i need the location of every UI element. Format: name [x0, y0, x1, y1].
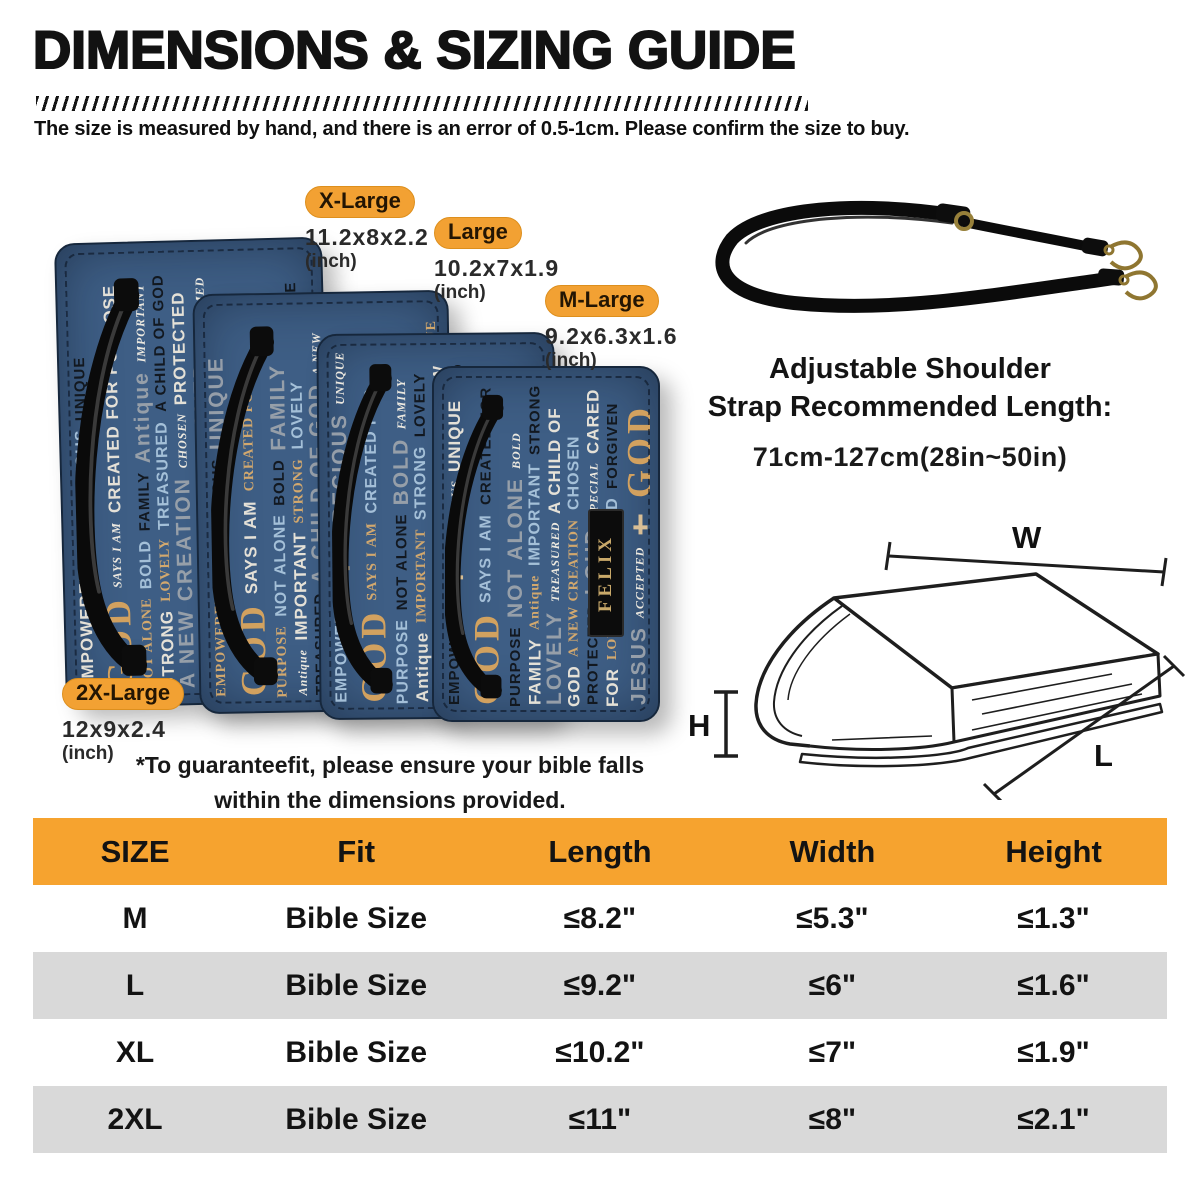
cover-art-word: A NEW CREATION [566, 518, 582, 657]
size-table-cell: XL [33, 1019, 238, 1086]
bible-cover-large: EMPOWERED ✝ PRECIOUS UNIQUE GOD SAYS I A… [316, 331, 558, 721]
size-unit: (inch) [305, 251, 357, 272]
size-dimensions: 11.2x8x2.2 [305, 224, 429, 250]
personalized-name-patch: FELIX [588, 508, 624, 637]
book-height-label: H [688, 708, 710, 743]
size-table-cell: ≤1.3" [940, 885, 1167, 952]
cover-art-word: CHOSEN [174, 413, 190, 469]
size-table-cell: ≤2.1" [940, 1086, 1167, 1153]
cover-art-word: JESUS [627, 626, 650, 705]
strap-heading-line2: Strap Recommended Length: [707, 391, 1113, 424]
size-table-row-xl: XL Bible Size ≤10.2" ≤7" ≤1.9" [33, 1019, 1167, 1086]
size-table-cell: ≤8" [724, 1086, 941, 1153]
size-dimensions: 10.2x7x1.9 [434, 255, 560, 281]
strap-heading-line1: Adjustable Shoulder [769, 353, 1051, 385]
size-table-row-m: M Bible Size ≤8.2" ≤5.3" ≤1.3" [33, 885, 1167, 952]
fit-note-line2: within the dimensions provided. [214, 786, 566, 813]
fit-note-line1: *To guaranteefit, please ensure your bib… [135, 752, 645, 778]
cover-art-word: STRONG [526, 384, 544, 455]
cover-art-word: ✝ [624, 506, 650, 538]
cover-art-word: CHOSEN [565, 435, 583, 511]
size-dimensions: 12x9x2.4 [62, 716, 166, 742]
cover-art-word: GOD [619, 404, 650, 499]
size-table-cell: ≤5.3" [724, 885, 941, 952]
size-table-cell: ≤1.6" [940, 952, 1167, 1019]
size-table-cell: 2XL [33, 1086, 238, 1153]
book-diagram: W H L [688, 520, 1186, 800]
size-table-header-width: Width [724, 818, 941, 885]
size-table-cell: ≤7" [724, 1019, 941, 1086]
size-table-header-fit: Fit [237, 818, 476, 885]
page-title: DIMENSIONS & SIZING GUIDE [32, 20, 797, 81]
size-table-cell: ≤11" [475, 1086, 725, 1153]
size-badge: 2X-Large [62, 678, 185, 710]
size-table-cell: L [33, 952, 238, 1019]
carry-handle [209, 326, 278, 686]
size-badge: X-Large [305, 186, 415, 218]
bible-cover-m-large: EMPOWERED ✝ PRECIOUS UNIQUE GOD SAYS I A… [432, 366, 660, 722]
fit-note: *To guaranteefit, please ensure your bib… [110, 748, 670, 817]
bible-cover-x-large: EMPOWERED ✝ PRECIOUS UNIQUE GOD SAYS I A… [192, 289, 456, 715]
personalized-name: FELIX [595, 533, 616, 612]
size-table-cell: M [33, 885, 238, 952]
size-table-header-row: SIZE Fit Length Width Height [33, 818, 1167, 885]
size-table-cell: Bible Size [237, 1086, 476, 1153]
strap-heading: Adjustable Shoulder Strap Recommended Le… [650, 350, 1170, 427]
cover-art-word: IMPORTANT [526, 463, 544, 567]
measurement-disclaimer: The size is measured by hand, and there … [34, 118, 910, 140]
size-table-header-size: SIZE [33, 818, 238, 885]
size-table-cell: ≤6" [724, 952, 941, 1019]
cover-art-word: LOVELY [542, 610, 566, 705]
book-length-label: L [1094, 738, 1113, 773]
size-tag-x-large: X-Large 11.2x8x2.2 (inch) [305, 186, 429, 273]
size-table-header-height: Height [940, 818, 1167, 885]
size-table-row-2xl: 2XL Bible Size ≤11" ≤8" ≤2.1" [33, 1086, 1167, 1153]
size-tag-2x-large: 2X-Large 12x9x2.4 (inch) [62, 678, 185, 765]
size-table-cell: Bible Size [237, 885, 476, 952]
size-table-cell: ≤1.9" [940, 1019, 1167, 1086]
size-tag-m-large: M-Large 9.2x6.3x1.6 (inch) [545, 285, 678, 372]
size-tag-large: Large 10.2x7x1.9 (inch) [434, 217, 559, 304]
hatch-divider [36, 96, 808, 111]
strap-recommended-length: 71cm-127cm(28in~50in) [752, 442, 1068, 472]
size-table-cell: ≤9.2" [475, 952, 725, 1019]
size-table-cell: ≤10.2" [475, 1019, 725, 1086]
size-badge: M-Large [545, 285, 659, 317]
shoulder-strap-image [715, 200, 1158, 313]
cover-art-word: TREASURED [547, 522, 562, 603]
size-table-header-length: Length [475, 818, 725, 885]
size-unit: (inch) [62, 743, 114, 764]
book-width-label: W [1012, 520, 1042, 555]
carry-handle [74, 278, 148, 676]
cover-art-word: Antique [527, 574, 543, 630]
cover-art-word: ACCEPTED [632, 546, 647, 618]
size-dimensions: 9.2x6.3x1.6 [545, 323, 678, 349]
size-unit: (inch) [545, 350, 597, 371]
cover-art-word: FAMILY [525, 638, 545, 705]
bible-cover-2x-large: EMPOWERED ✝ PRECIOUS UNIQUE GOD SAYS I A… [53, 236, 335, 709]
size-table-cell: ≤8.2" [475, 885, 725, 952]
size-table-row-l: L Bible Size ≤9.2" ≤6" ≤1.6" [33, 952, 1167, 1019]
carry-handle [330, 364, 393, 694]
size-table: SIZE Fit Length Width Height M Bible Size ≤8.2… [33, 818, 1167, 1153]
size-table-cell: Bible Size [237, 952, 476, 1019]
carry-handle [445, 394, 504, 698]
size-unit: (inch) [434, 282, 486, 303]
size-table-cell: Bible Size [237, 1019, 476, 1086]
cover-art-word: PROTECTED [168, 290, 191, 406]
size-badge: Large [434, 217, 522, 249]
